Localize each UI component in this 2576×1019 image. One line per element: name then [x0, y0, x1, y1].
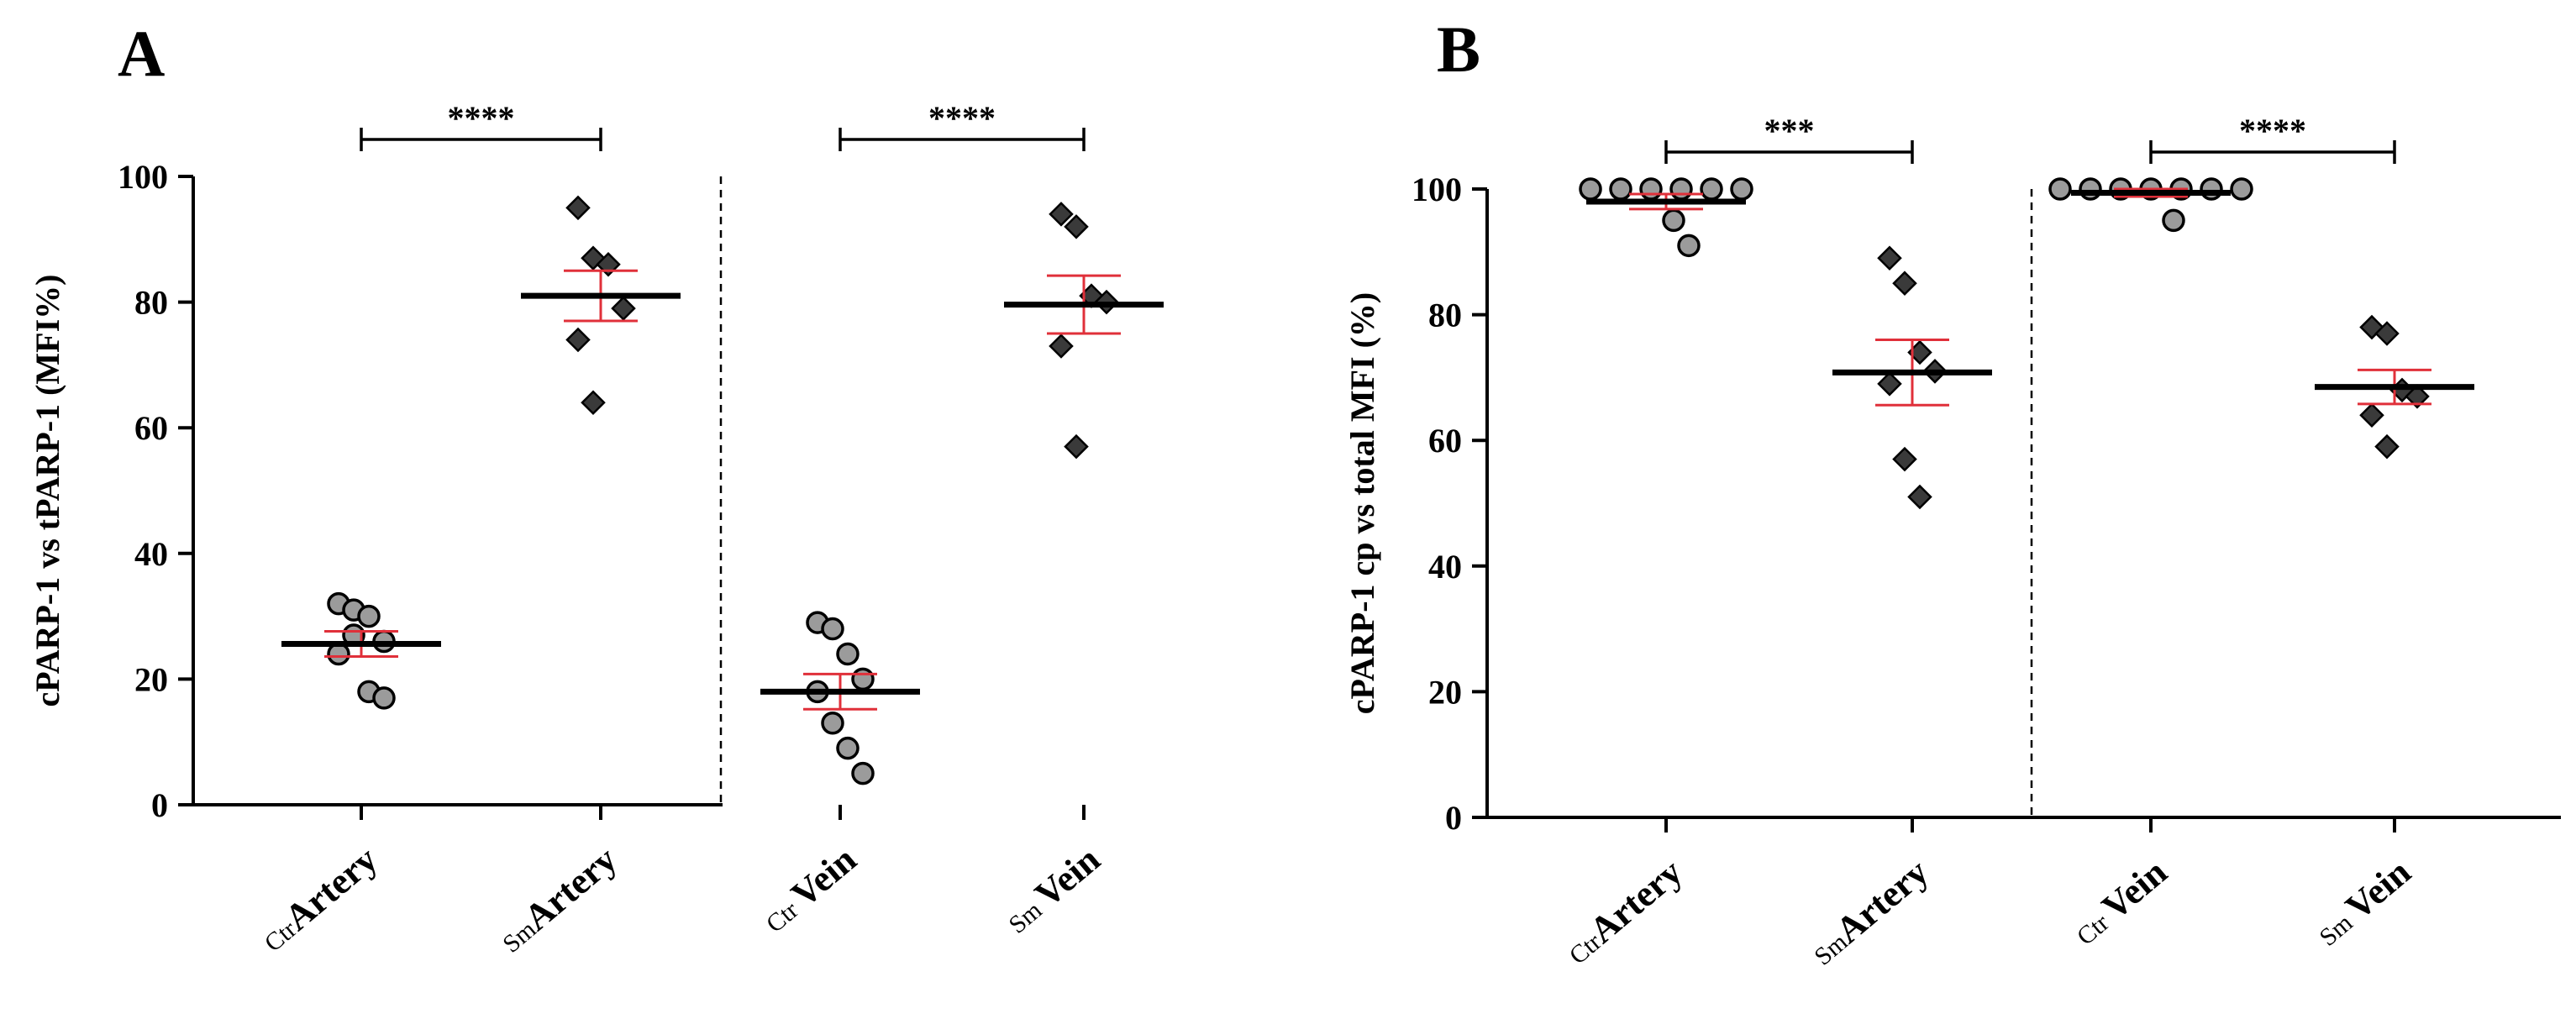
data-point	[372, 686, 396, 710]
data-point	[581, 390, 606, 416]
data-point	[1049, 334, 1074, 359]
significance-label: ****	[2239, 112, 2306, 150]
x-tick-label: CtrArtery	[1557, 851, 1690, 972]
y-tick-label: 80	[1428, 297, 1462, 334]
data-point	[1669, 177, 1693, 201]
data-point	[2048, 177, 2072, 201]
panel-label: A	[118, 17, 165, 90]
significance-label: ****	[928, 99, 996, 137]
data-point	[2359, 402, 2384, 428]
y-tick-label: 40	[134, 535, 168, 573]
data-point	[821, 712, 844, 735]
data-point	[2405, 384, 2430, 409]
data-point	[1907, 484, 1932, 510]
data-point	[1892, 271, 1917, 296]
data-point	[836, 642, 860, 666]
data-point	[611, 296, 636, 321]
significance-label: ****	[448, 99, 515, 137]
y-tick-label: 100	[1412, 171, 1462, 208]
y-axis-label: cPARP-1 vs tPARP-1 (MFI%)	[29, 274, 66, 706]
x-tick-label: Sm Vein	[996, 838, 1107, 941]
data-point	[836, 736, 860, 760]
data-point	[2374, 433, 2400, 460]
x-tick-label-name: Artery	[1582, 851, 1690, 951]
data-point	[1677, 234, 1701, 258]
data-point	[2162, 208, 2185, 233]
y-axis-label: cPARP-1 cp vs total MFI (%)	[1343, 292, 1381, 714]
data-point	[327, 642, 350, 666]
data-point	[2374, 321, 2400, 346]
significance-label: ***	[1764, 112, 1815, 150]
x-tick-label: SmArtery	[1802, 851, 1936, 973]
data-point	[2200, 177, 2223, 201]
data-point	[565, 327, 591, 353]
x-tick-label-name: Artery	[277, 838, 386, 938]
y-tick-label: 60	[1428, 422, 1462, 460]
data-point	[2230, 177, 2253, 201]
data-point	[565, 195, 591, 221]
data-point	[1877, 245, 1902, 271]
data-point	[1892, 446, 1917, 472]
data-point	[357, 604, 381, 628]
x-tick-label-name: Artery	[1828, 851, 1937, 951]
x-tick-label: CtrArtery	[252, 838, 385, 959]
data-point	[1049, 202, 1074, 227]
y-tick-label: 20	[134, 660, 168, 698]
data-point	[851, 667, 875, 691]
y-tick-label: 20	[1428, 673, 1462, 711]
y-tick-label: 0	[151, 786, 168, 824]
y-tick-label: 40	[1428, 548, 1462, 586]
x-tick-label: SmArtery	[491, 838, 624, 960]
data-point	[1639, 177, 1663, 201]
y-tick-label: 80	[134, 284, 168, 322]
y-tick-label: 100	[118, 158, 168, 196]
data-point	[1579, 177, 1602, 201]
data-point	[1064, 214, 1089, 239]
x-tick-label: Ctr Vein	[2064, 851, 2174, 953]
data-point	[821, 617, 844, 641]
y-tick-label: 60	[134, 409, 168, 447]
data-point	[1609, 177, 1632, 201]
x-tick-label-name: Artery	[517, 838, 625, 938]
data-point	[1730, 177, 1753, 201]
data-point	[2079, 177, 2102, 201]
data-point	[1064, 433, 1089, 460]
x-tick-label: Ctr Vein	[754, 838, 864, 940]
data-point	[1877, 371, 1902, 397]
data-point	[1662, 208, 1685, 233]
x-tick-label: Sm Vein	[2307, 851, 2418, 953]
data-point	[851, 761, 875, 785]
panel-label: B	[1437, 13, 1480, 86]
y-tick-label: 0	[1445, 799, 1462, 837]
data-point	[1700, 177, 1723, 201]
